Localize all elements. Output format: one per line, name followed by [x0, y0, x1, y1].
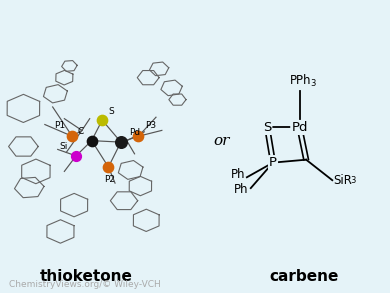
Text: P2: P2 [104, 175, 115, 184]
Text: carbene: carbene [269, 268, 339, 284]
Text: Si: Si [60, 142, 68, 151]
Text: or: or [213, 134, 229, 148]
Text: thioketone: thioketone [39, 268, 132, 284]
Text: P: P [269, 156, 277, 169]
Text: C: C [78, 127, 84, 136]
Point [118, 140, 124, 144]
Text: ChemistryViews.org/© Wiley-VCH: ChemistryViews.org/© Wiley-VCH [9, 280, 160, 289]
Text: Ph: Ph [234, 183, 249, 196]
Text: S: S [263, 121, 271, 134]
Text: 3: 3 [310, 79, 316, 88]
Text: Ph: Ph [230, 168, 245, 181]
Text: P1: P1 [54, 121, 65, 130]
Text: Pd: Pd [291, 121, 308, 134]
Point [69, 134, 75, 139]
Text: 3: 3 [350, 176, 356, 185]
Point [105, 165, 112, 169]
Text: P3: P3 [145, 121, 157, 130]
Text: PPh: PPh [290, 74, 312, 87]
Point [135, 134, 142, 139]
Text: SiR: SiR [333, 174, 352, 187]
Point [73, 154, 79, 158]
Point [99, 118, 105, 122]
Text: Pd: Pd [129, 128, 140, 137]
Text: S: S [108, 107, 114, 116]
Point [89, 138, 95, 143]
